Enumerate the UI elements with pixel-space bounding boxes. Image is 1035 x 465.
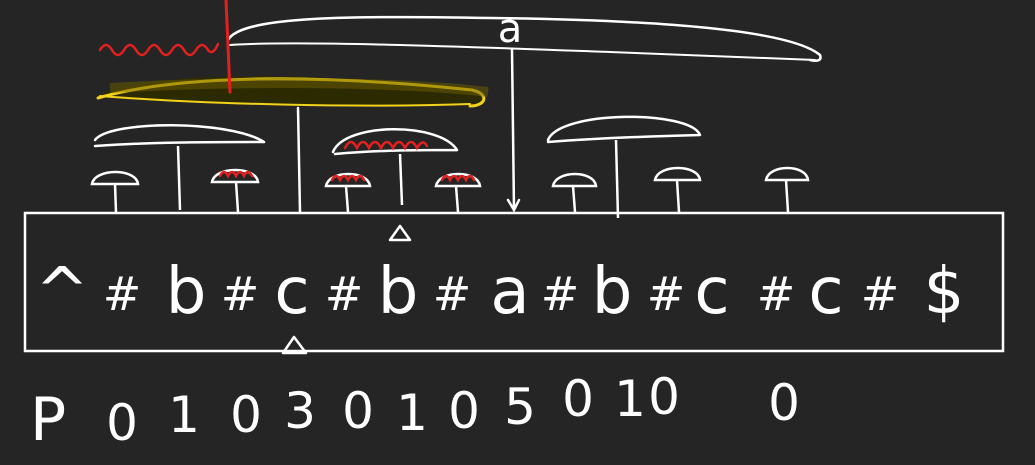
t-marker-7 bbox=[764, 166, 810, 214]
sequence-char: b bbox=[592, 255, 633, 329]
sequence-char: $ bbox=[924, 255, 965, 329]
p-value: 0 bbox=[342, 382, 374, 440]
p-value: 0 bbox=[230, 386, 262, 444]
p-value: 5 bbox=[504, 378, 536, 436]
t-marker-1 bbox=[90, 170, 140, 214]
group-arc-middle bbox=[331, 128, 459, 206]
separator-hash: # bbox=[325, 267, 364, 321]
top-triangle-marker bbox=[388, 224, 412, 242]
separator-hash: # bbox=[103, 267, 142, 321]
sequence-char: ^ bbox=[35, 255, 89, 329]
t-marker-4 bbox=[434, 172, 482, 214]
sequence-box bbox=[23, 211, 1005, 353]
p-row-label: P bbox=[30, 385, 66, 455]
sequence-char: b bbox=[378, 255, 419, 329]
separator-hash: # bbox=[757, 267, 796, 321]
t-marker-2 bbox=[210, 168, 260, 214]
p-value: 0 bbox=[448, 382, 480, 440]
p-value: 0 bbox=[648, 368, 680, 426]
sequence-char: c bbox=[808, 255, 843, 329]
t-marker-5 bbox=[551, 172, 598, 214]
group-arc-right bbox=[546, 115, 702, 219]
sequence-char: c bbox=[274, 255, 309, 329]
separator-hash: # bbox=[221, 267, 260, 321]
center-line bbox=[506, 48, 521, 213]
separator-hash: # bbox=[541, 267, 580, 321]
p-value: 0 bbox=[106, 394, 138, 452]
sequence-characters: ^ # b # c # b # a # b # c # c # $ bbox=[35, 255, 964, 329]
separator-hash: # bbox=[861, 267, 900, 321]
sequence-char: c bbox=[694, 255, 729, 329]
p-value: 1 bbox=[168, 386, 200, 444]
p-value: 0 bbox=[562, 370, 594, 428]
separator-hash: # bbox=[433, 267, 472, 321]
p-value: 0 bbox=[768, 374, 800, 432]
yellow-highlight-bracket bbox=[96, 76, 489, 108]
big-arc-label: a bbox=[498, 6, 523, 52]
p-value: 1 bbox=[396, 384, 428, 442]
t-marker-6 bbox=[653, 166, 702, 214]
big-arc: a bbox=[226, 6, 822, 63]
bottom-triangle-marker bbox=[281, 335, 308, 355]
t-marker-3 bbox=[324, 172, 372, 214]
sequence-char: a bbox=[490, 255, 529, 329]
left-divider bbox=[296, 106, 302, 214]
p-value: 1 bbox=[614, 370, 646, 428]
red-cut-mark bbox=[98, 0, 232, 94]
sequence-char: b bbox=[166, 255, 207, 329]
group-arc-left bbox=[93, 124, 266, 211]
separator-hash: # bbox=[647, 267, 686, 321]
p-value: 3 bbox=[284, 382, 316, 440]
